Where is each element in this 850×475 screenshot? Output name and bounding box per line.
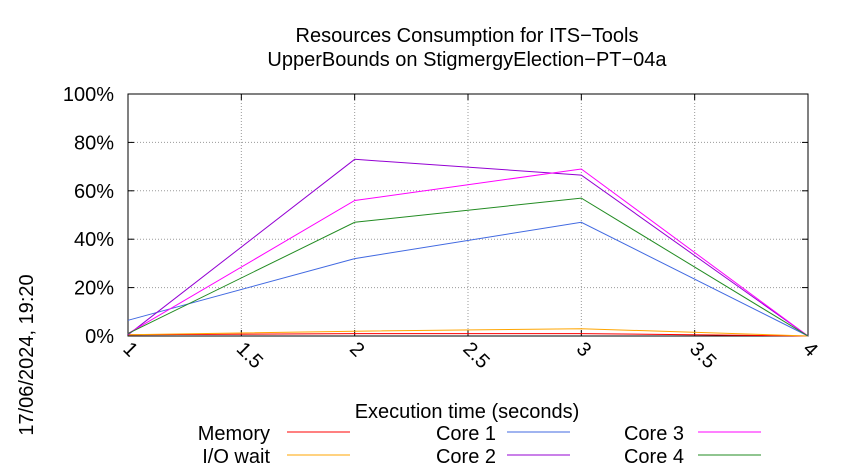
series-line-core-1	[127, 221, 809, 337]
timestamp-label: 17/06/2024, 19:20	[16, 274, 38, 435]
y-tick-label: 60%	[74, 181, 114, 203]
series-line-core-2	[127, 158, 809, 337]
x-tick-label: 3.5	[685, 338, 720, 373]
legend-label: I/O wait	[202, 446, 270, 468]
x-axis-label: Execution time (seconds)	[355, 401, 580, 423]
legend-label: Core 3	[624, 423, 684, 445]
legend-label: Core 2	[436, 446, 496, 468]
grid	[128, 94, 808, 336]
x-tick-label: 2	[345, 338, 368, 361]
series-line-memory	[127, 333, 809, 337]
x-tick-label: 2.5	[458, 338, 493, 373]
series-line-i-o-wait	[127, 328, 809, 337]
legend-label: Core 1	[436, 423, 496, 445]
series-line-core-3	[127, 168, 809, 337]
chart-title: Resources Consumption for ITS−Tools	[296, 25, 639, 47]
series-lines	[127, 158, 809, 337]
y-tick-label: 100%	[63, 84, 114, 106]
series-line-core-4	[127, 197, 809, 337]
y-tick-label: 40%	[74, 229, 114, 251]
chart-subtitle: UpperBounds on StigmergyElection−PT−04a	[267, 49, 667, 71]
y-tick-label: 80%	[74, 132, 114, 154]
x-tick-label: 1.5	[232, 338, 267, 373]
legend-label: Memory	[198, 423, 270, 445]
x-tick-label: 1	[118, 338, 141, 361]
legend-label: Core 4	[624, 446, 684, 468]
y-tick-label: 20%	[74, 278, 114, 300]
x-tick-label: 3	[572, 338, 595, 361]
y-tick-label: 0%	[85, 326, 114, 348]
x-tick-label: 4	[798, 338, 821, 361]
